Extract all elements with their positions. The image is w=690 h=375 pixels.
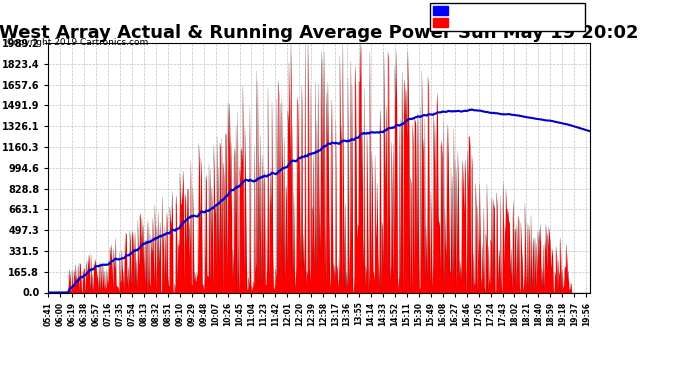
Title: West Array Actual & Running Average Power Sun May 19 20:02: West Array Actual & Running Average Powe… xyxy=(0,24,639,42)
Legend: Average  (DC Watts), West Array  (DC Watts): Average (DC Watts), West Array (DC Watts… xyxy=(430,3,585,31)
Text: Copyright 2019 Cartronics.com: Copyright 2019 Cartronics.com xyxy=(7,38,148,47)
